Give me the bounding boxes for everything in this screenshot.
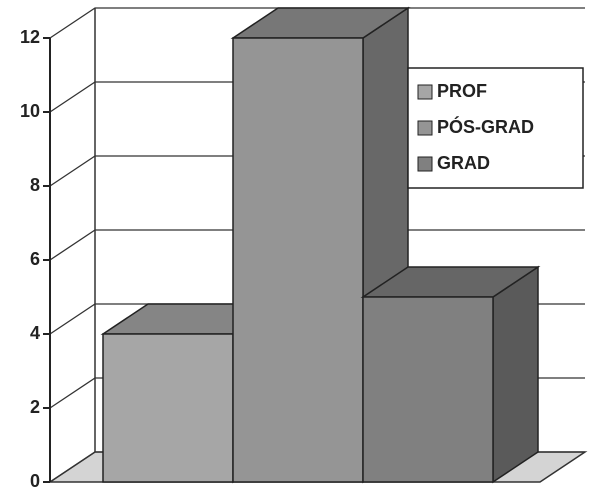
legend-box	[407, 67, 584, 189]
legend-label: PROF	[437, 81, 487, 101]
legend-swatch	[417, 156, 433, 172]
bar	[360, 265, 541, 484]
legend-swatch	[417, 120, 433, 136]
legend-swatch	[417, 84, 433, 100]
y-tick-label: 6	[30, 249, 40, 269]
legend: PROF PÓS-GRAD GRAD	[407, 67, 584, 189]
legend-label: PÓS-GRAD	[437, 116, 534, 137]
bar-front	[362, 296, 494, 483]
y-tick-label: 8	[30, 175, 40, 195]
y-tick-label: 4	[30, 323, 40, 343]
bar-front	[232, 37, 364, 483]
y-tick-label: 12	[20, 27, 40, 47]
y-tick-label: 0	[30, 471, 40, 491]
bar-front	[102, 333, 234, 483]
y-tick-label: 2	[30, 397, 40, 417]
legend-label: GRAD	[437, 153, 490, 173]
y-tick-label: 10	[20, 101, 40, 121]
bar-side	[492, 265, 539, 484]
